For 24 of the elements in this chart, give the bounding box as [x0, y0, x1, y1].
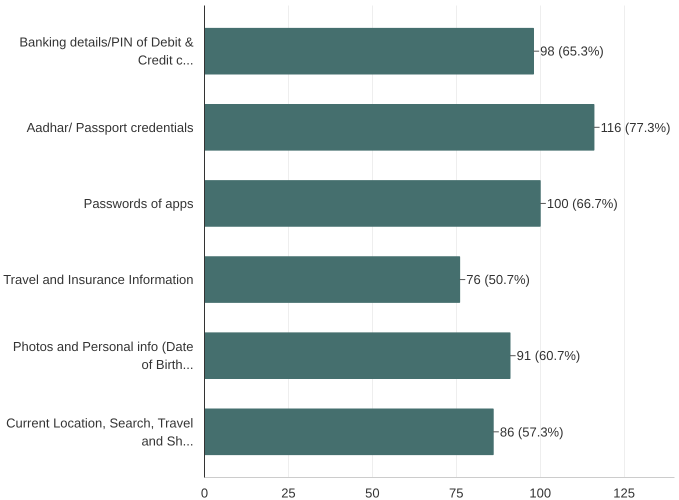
bar	[204, 28, 534, 75]
bar	[204, 180, 541, 227]
x-tick-label: 75	[449, 486, 464, 500]
y-tick-label: Travel and Insurance Information	[3, 272, 194, 288]
bar	[204, 104, 594, 151]
data-label: 76 (50.7%)	[466, 272, 530, 288]
x-tick-label: 25	[281, 486, 296, 500]
x-tick-label: 0	[200, 486, 208, 500]
y-tick-label: Current Location, Search, Travel and Sh...	[6, 415, 194, 448]
data-label: 98 (65.3%)	[540, 44, 604, 59]
data-label: 116 (77.3%)	[600, 120, 670, 135]
x-tick-label: 100	[529, 486, 552, 500]
y-tick-label: Aadhar/ Passport credentials	[26, 120, 194, 135]
x-tick-label: 50	[365, 486, 380, 500]
x-tick-label: 125	[613, 486, 635, 500]
bar	[204, 256, 460, 303]
y-tick-label: Photos and Personal info (Date of Birth...	[12, 339, 194, 372]
data-label: 91 (60.7%)	[516, 348, 580, 364]
bar	[204, 408, 494, 456]
data-label: 100 (66.7%)	[546, 196, 618, 211]
y-tick-label: Passwords of apps	[84, 196, 194, 211]
data-label: 86 (57.3%)	[500, 424, 564, 440]
y-tick-label: Banking details/PIN of Debit & Credit c...	[19, 34, 194, 68]
bar	[204, 332, 510, 380]
